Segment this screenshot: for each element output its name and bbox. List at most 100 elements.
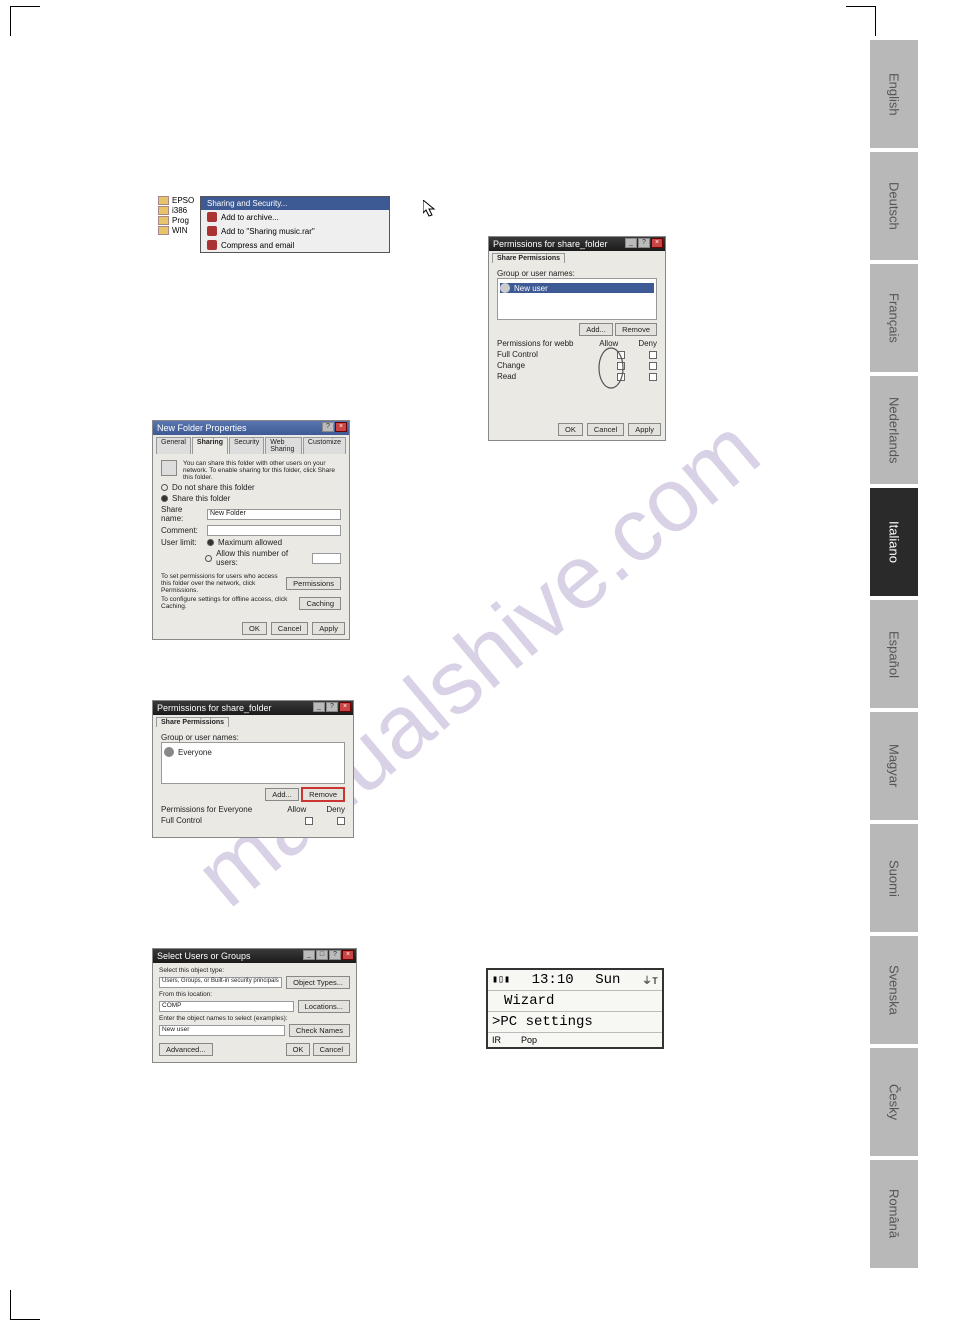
tab-share-perms[interactable]: Share Permissions [156, 717, 229, 727]
crop-mark-tr [846, 6, 876, 36]
users-listbox[interactable]: Everyone [161, 742, 345, 784]
remove-button[interactable]: Remove [615, 323, 657, 336]
close-button[interactable]: × [342, 950, 354, 960]
ctx-add-archive[interactable]: Add to archive... [201, 210, 389, 224]
signal-icon: ▮▯▮ [492, 974, 510, 986]
help-button[interactable]: ? [326, 702, 338, 712]
cancel-button[interactable]: Cancel [313, 1043, 350, 1056]
explorer-context-area: EPSOi386ProgWIN Sharing and Security... … [158, 196, 398, 236]
share-name-input[interactable]: New Folder [207, 509, 341, 520]
folder-properties-dialog: New Folder Properties ? × General Sharin… [152, 420, 350, 640]
min-button[interactable]: _ [313, 702, 325, 712]
obj-type-field: Users, Groups, or Built-in security prin… [159, 977, 282, 988]
deny-change-checkbox[interactable] [649, 362, 657, 370]
lang-tab-italiano[interactable]: Italiano [870, 488, 918, 596]
num-users-input[interactable] [312, 553, 341, 564]
lang-tab-deutsch[interactable]: Deutsch [870, 152, 918, 260]
radio-allow-num[interactable] [205, 555, 212, 562]
crop-mark-tl [10, 6, 40, 36]
permissions-button[interactable]: Permissions [286, 577, 341, 590]
lang-tab-nederlands[interactable]: Nederlands [870, 376, 918, 484]
ok-button[interactable]: OK [242, 622, 267, 635]
tab-security[interactable]: Security [229, 437, 264, 454]
folder-icon [158, 206, 169, 215]
tab-web[interactable]: Web Sharing [265, 437, 302, 454]
deny-full-checkbox[interactable] [649, 351, 657, 359]
tab-share-perms[interactable]: Share Permissions [492, 253, 565, 263]
min-button[interactable]: _ [625, 238, 637, 248]
advanced-button[interactable]: Advanced... [159, 1043, 213, 1056]
group-label: Group or user names: [497, 269, 657, 278]
tab-general[interactable]: General [156, 437, 191, 454]
dialog-title: Permissions for share_folder _?× [153, 701, 353, 715]
archive-icon [207, 240, 217, 250]
antenna-icon: ⏚T [642, 972, 658, 988]
lcd-line2: >PC settings [492, 1014, 593, 1030]
lang-tab-română[interactable]: Română [870, 1160, 918, 1268]
context-menu: Sharing and Security... Add to archive..… [200, 196, 390, 253]
remove-button[interactable]: Remove [301, 787, 345, 802]
tab-row: General Sharing Security Web Sharing Cus… [153, 435, 349, 454]
lcd-time: 13:10 [532, 972, 574, 988]
deny-read-checkbox[interactable] [649, 373, 657, 381]
locations-button[interactable]: Locations... [298, 1000, 350, 1013]
apply-button[interactable]: Apply [628, 423, 661, 436]
ctx-compress[interactable]: Compress and email [201, 238, 389, 252]
close-button[interactable]: × [651, 238, 663, 248]
dialog-title: Select Users or Groups _□?× [153, 949, 356, 963]
help-button[interactable]: ? [329, 950, 341, 960]
deny-full-checkbox[interactable] [337, 817, 345, 825]
radio-noshare[interactable] [161, 484, 168, 491]
ok-button[interactable]: OK [286, 1043, 311, 1056]
lang-tab-česky[interactable]: Česky [870, 1048, 918, 1156]
select-users-dialog: Select Users or Groups _□?× Select this … [152, 948, 357, 1063]
tab-customize[interactable]: Customize [303, 437, 346, 454]
folder-icon [158, 216, 169, 225]
ctx-add-rar[interactable]: Add to "Sharing music.rar" [201, 224, 389, 238]
radio-max[interactable] [207, 539, 214, 546]
lang-tab-svenska[interactable]: Svenska [870, 936, 918, 1044]
folder-icon [158, 196, 169, 205]
crop-mark-bl [10, 1290, 40, 1320]
check-names-button[interactable]: Check Names [289, 1024, 350, 1037]
close-button[interactable]: × [335, 422, 347, 432]
ctx-sharing[interactable]: Sharing and Security... [201, 197, 389, 210]
add-button[interactable]: Add... [265, 788, 299, 801]
radio-share[interactable] [161, 495, 168, 502]
cancel-button[interactable]: Cancel [271, 622, 308, 635]
group-label: Group or user names: [161, 733, 345, 742]
folder-icon [158, 226, 169, 235]
archive-icon [207, 212, 217, 222]
help-button[interactable]: ? [638, 238, 650, 248]
lang-tab-suomi[interactable]: Suomi [870, 824, 918, 932]
names-field[interactable]: New user [159, 1025, 285, 1036]
lcd-line1: Wizard [504, 993, 554, 1009]
allow-full-checkbox[interactable] [305, 817, 313, 825]
tab-sharing[interactable]: Sharing [192, 437, 228, 454]
users-listbox[interactable]: New user [497, 278, 657, 320]
cancel-button[interactable]: Cancel [587, 423, 624, 436]
lang-tab-english[interactable]: English [870, 40, 918, 148]
share-desc: You can share this folder with other use… [183, 460, 341, 481]
lcd-day: Sun [595, 972, 620, 988]
share-icon [161, 460, 177, 476]
lang-tab-magyar[interactable]: Magyar [870, 712, 918, 820]
user-icon [500, 283, 510, 293]
window-buttons: ? × [322, 422, 347, 432]
cursor-icon [423, 200, 437, 218]
max-button[interactable]: □ [316, 950, 328, 960]
lang-tab-français[interactable]: Français [870, 264, 918, 372]
add-button[interactable]: Add... [579, 323, 613, 336]
permissions-dialog-1: Permissions for share_folder _?× Share P… [152, 700, 354, 838]
dialog-title: Permissions for share_folder _?× [489, 237, 665, 251]
caching-button[interactable]: Caching [299, 597, 341, 610]
comment-input[interactable] [207, 525, 341, 536]
close-button[interactable]: × [339, 702, 351, 712]
ok-button[interactable]: OK [558, 423, 583, 436]
object-types-button[interactable]: Object Types... [286, 976, 350, 989]
archive-icon [207, 226, 217, 236]
apply-button[interactable]: Apply [312, 622, 345, 635]
min-button[interactable]: _ [303, 950, 315, 960]
lang-tab-español[interactable]: Español [870, 600, 918, 708]
help-button[interactable]: ? [322, 422, 334, 432]
